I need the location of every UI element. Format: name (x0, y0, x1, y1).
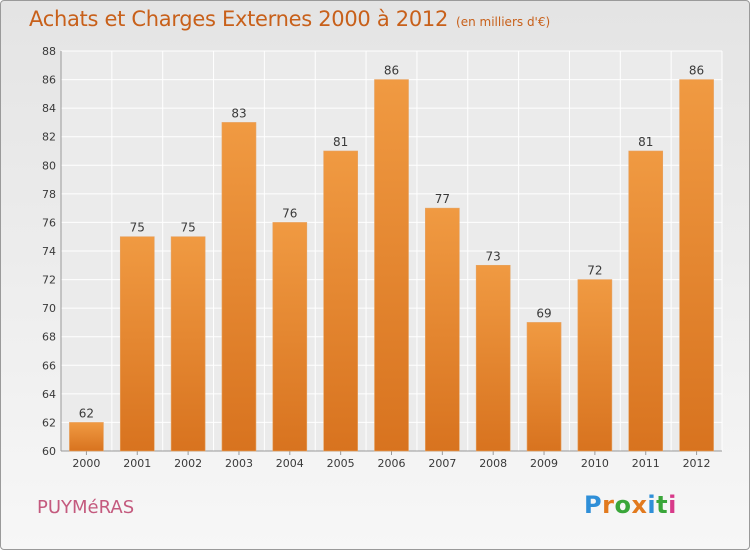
bar-value-label: 77 (435, 192, 450, 206)
bar-value-label: 72 (587, 264, 602, 278)
y-tick-label: 74 (42, 245, 56, 258)
y-tick-label: 78 (42, 188, 56, 201)
logo-letter: r (602, 491, 615, 519)
bar-2003[interactable] (221, 122, 257, 452)
bar-value-label: 86 (689, 64, 704, 78)
bar-value-label: 81 (333, 135, 348, 149)
bar-value-label: 75 (180, 221, 195, 235)
chart-title: Achats et Charges Externes 2000 à 2012 (e… (29, 7, 550, 31)
logo-letter: o (614, 491, 632, 519)
y-tick-label: 64 (42, 388, 56, 401)
x-tick-label: 2003 (225, 457, 253, 470)
y-tick-label: 76 (42, 216, 56, 229)
y-tick-label: 88 (42, 45, 56, 58)
bar-value-label: 62 (79, 406, 94, 420)
bar-2004[interactable] (272, 222, 308, 452)
y-tick-label: 60 (42, 445, 56, 458)
logo-letter: i (647, 491, 657, 519)
bar-value-label: 81 (638, 135, 653, 149)
chart-subtitle: (en milliers d'€) (456, 15, 551, 29)
x-tick-label: 2000 (72, 457, 100, 470)
bar-2012[interactable] (679, 79, 714, 452)
bar-value-label: 75 (130, 221, 145, 235)
bar-value-label: 83 (231, 106, 246, 120)
bar-2008[interactable] (475, 264, 511, 452)
bar-2007[interactable] (425, 207, 460, 452)
bar-2005[interactable] (323, 150, 358, 452)
y-tick-label: 86 (42, 74, 56, 87)
proxiti-logo[interactable]: Proxiti (584, 491, 677, 519)
bar-value-label: 69 (536, 306, 551, 320)
bar-value-label: 76 (282, 206, 297, 220)
x-tick-label: 2005 (327, 457, 355, 470)
chart-title-text: Achats et Charges Externes 2000 à 2012 (29, 7, 449, 31)
x-tick-label: 2009 (530, 457, 558, 470)
bar-2002[interactable] (170, 236, 206, 452)
x-tick-label: 2011 (632, 457, 660, 470)
logo-letter: x (631, 491, 648, 519)
y-tick-label: 66 (42, 359, 56, 372)
y-tick-label: 72 (42, 274, 56, 287)
x-tick-label: 2012 (683, 457, 711, 470)
bar-2011[interactable] (628, 150, 664, 452)
bar-2001[interactable] (119, 236, 155, 452)
y-tick-label: 70 (42, 302, 56, 315)
x-tick-label: 2007 (428, 457, 456, 470)
x-tick-label: 2008 (479, 457, 507, 470)
y-tick-label: 62 (42, 416, 56, 429)
logo-letter: t (656, 491, 669, 519)
x-tick-label: 2004 (276, 457, 304, 470)
y-tick-label: 82 (42, 131, 56, 144)
y-tick-label: 80 (42, 159, 56, 172)
bar-value-label: 73 (486, 249, 501, 263)
y-tick-label: 84 (42, 102, 56, 115)
bar-2009[interactable] (526, 322, 562, 452)
commune-name: PUYMéRAS (37, 497, 135, 518)
x-tick-label: 2001 (123, 457, 151, 470)
bar-2010[interactable] (577, 279, 613, 452)
x-tick-label: 2010 (581, 457, 609, 470)
bar-2000[interactable] (69, 422, 104, 452)
bar-value-label: 86 (384, 64, 399, 78)
logo-letter: P (584, 491, 603, 519)
y-tick-label: 68 (42, 331, 56, 344)
logo-letter: i (668, 491, 677, 519)
x-tick-label: 2006 (378, 457, 406, 470)
bar-2006[interactable] (374, 79, 409, 452)
x-tick-label: 2002 (174, 457, 202, 470)
